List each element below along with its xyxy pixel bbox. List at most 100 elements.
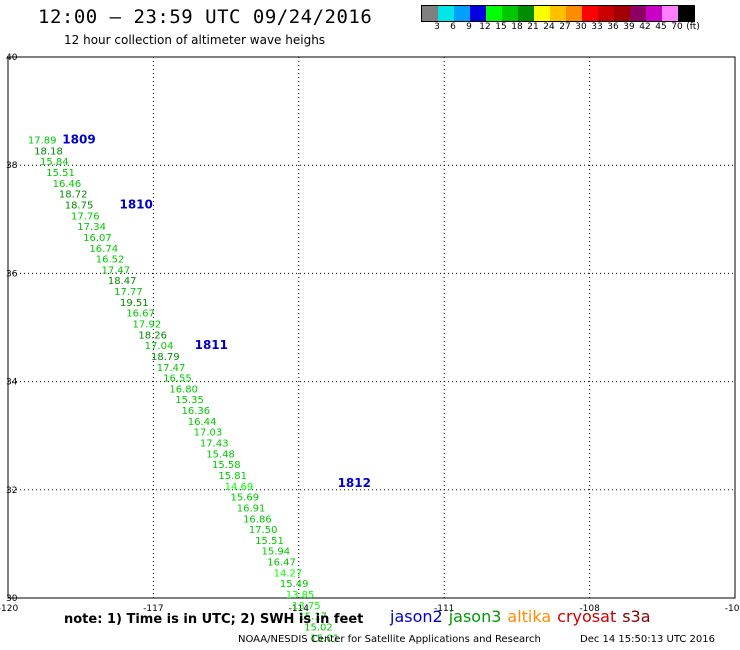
wave-height-label: 19.51	[120, 298, 149, 309]
mission-label: jason3	[448, 607, 502, 626]
wave-height-label: 16.07	[83, 233, 112, 244]
legend-swatch	[678, 6, 694, 21]
y-tick-label: 34	[6, 378, 18, 388]
legend-swatch	[502, 6, 518, 21]
legend-label: 33	[591, 22, 603, 32]
color-scale-legend	[421, 5, 695, 22]
time-label: 1812	[338, 476, 371, 490]
x-tick-label: -117	[143, 604, 163, 614]
legend-swatch	[534, 6, 550, 21]
y-tick-label: 40	[6, 53, 18, 63]
y-tick-label: 30	[6, 594, 18, 604]
wave-height-label: 18.47	[108, 276, 137, 287]
legend-label: 39	[623, 22, 635, 32]
legend-label: 15	[495, 22, 507, 32]
legend-label: 30	[575, 22, 587, 32]
x-tick-label: -120	[0, 604, 18, 614]
legend-swatch	[566, 6, 582, 21]
x-tick-label: -105	[725, 604, 740, 614]
wave-height-label: 15.01	[310, 633, 339, 644]
legend-swatch	[598, 6, 614, 21]
y-tick-label: 38	[6, 161, 18, 171]
wave-height-label: 17.50	[249, 525, 278, 536]
wave-height-label: 13.85	[286, 590, 315, 601]
legend-label: 27	[559, 22, 571, 32]
legend-swatch	[518, 6, 534, 21]
legend-label: 42	[639, 22, 651, 32]
plot-frame	[7, 56, 736, 599]
time-label: 1810	[119, 197, 152, 211]
legend-swatch	[582, 6, 598, 21]
wave-height-label: 15.17	[298, 612, 327, 623]
wave-height-label: 15.35	[175, 395, 204, 406]
legend-label: 36	[607, 22, 619, 32]
wave-height-label: 15.58	[212, 460, 241, 471]
legend-label: 3	[434, 22, 440, 32]
wave-height-label: 17.76	[71, 211, 100, 222]
legend-swatch	[454, 6, 470, 21]
time-label: 1809	[62, 133, 95, 147]
wave-height-label: 14.69	[225, 482, 254, 493]
legend-label: 70	[671, 22, 683, 32]
wave-height-label: 16.47	[267, 558, 296, 569]
chart-subtitle: 12 hour collection of altimeter wave hei…	[64, 33, 326, 47]
wave-height-label: 15.94	[261, 547, 290, 558]
mission-label: s3a	[622, 607, 651, 626]
wave-height-label: 18.75	[65, 200, 94, 211]
y-tick-label: 32	[6, 486, 17, 496]
legend-swatch	[422, 6, 438, 21]
wave-height-label: 17.47	[102, 265, 131, 276]
footnote: note: 1) Time is in UTC; 2) SWH is in fe…	[64, 612, 364, 627]
legend-label: 18	[511, 22, 523, 32]
credit-text: NOAA/NESDIS Center for Satellite Applica…	[238, 634, 541, 645]
legend-swatch	[438, 6, 454, 21]
wave-height-label: 17.89	[28, 136, 57, 147]
wave-height-label: 17.92	[133, 320, 162, 331]
timestamp-text: Dec 14 15:50:13 UTC 2016	[580, 634, 715, 645]
wave-height-label: 17.43	[200, 439, 229, 450]
wave-height-label: 16.67	[126, 309, 155, 320]
wave-height-label: 15.51	[46, 168, 75, 179]
wave-height-label: 15.49	[280, 579, 309, 590]
legend-swatch	[486, 6, 502, 21]
wave-height-label: 17.34	[77, 222, 106, 233]
wave-height-label: 16.91	[237, 503, 266, 514]
mission-label: cryosat	[557, 607, 617, 626]
wave-height-label: 16.46	[53, 179, 82, 190]
wave-height-label: 17.03	[194, 428, 223, 439]
legend-label: 9	[466, 22, 472, 32]
mission-label: jason2	[390, 607, 443, 626]
legend-label: 24	[543, 22, 555, 32]
legend-label: 21	[527, 22, 539, 32]
mission-label: altika	[507, 607, 552, 626]
wave-height-label: 17.04	[145, 341, 174, 352]
x-tick-label: -114	[289, 604, 310, 614]
wave-height-label: 16.44	[188, 417, 217, 428]
wave-height-label: 16.36	[182, 406, 211, 417]
wave-height-label: 18.79	[151, 352, 180, 363]
wave-height-label: 15.81	[218, 471, 247, 482]
wave-height-label: 14.27	[274, 568, 303, 579]
legend-label: 12	[479, 22, 491, 32]
mission-legend: jason2 jason3 altika cryosat s3a	[390, 607, 657, 626]
wave-height-label: 16.74	[89, 244, 118, 255]
wave-height-label: 16.52	[96, 255, 125, 266]
wave-height-label: 15.84	[40, 157, 69, 168]
legend-label: (ft)	[686, 22, 700, 32]
wave-height-label: 18.72	[59, 190, 88, 201]
wave-height-label: 18.26	[138, 330, 167, 341]
wave-height-label: 18.18	[34, 146, 63, 157]
x-tick-label: -111	[434, 604, 454, 614]
wave-height-label: 15.69	[230, 493, 259, 504]
wave-height-label: 13.75	[292, 601, 321, 612]
y-tick-label: 36	[6, 269, 18, 279]
wave-height-label: 16.55	[163, 374, 192, 385]
wave-height-label: 15.02	[304, 622, 333, 633]
wave-height-label: 16.86	[243, 514, 272, 525]
legend-label: 6	[450, 22, 456, 32]
wave-height-label: 15.48	[206, 449, 235, 460]
legend-label: 45	[655, 22, 667, 32]
chart-title: 12:00 – 23:59 UTC 09/24/2016	[38, 6, 373, 28]
legend-swatch	[646, 6, 662, 21]
legend-swatch	[630, 6, 646, 21]
